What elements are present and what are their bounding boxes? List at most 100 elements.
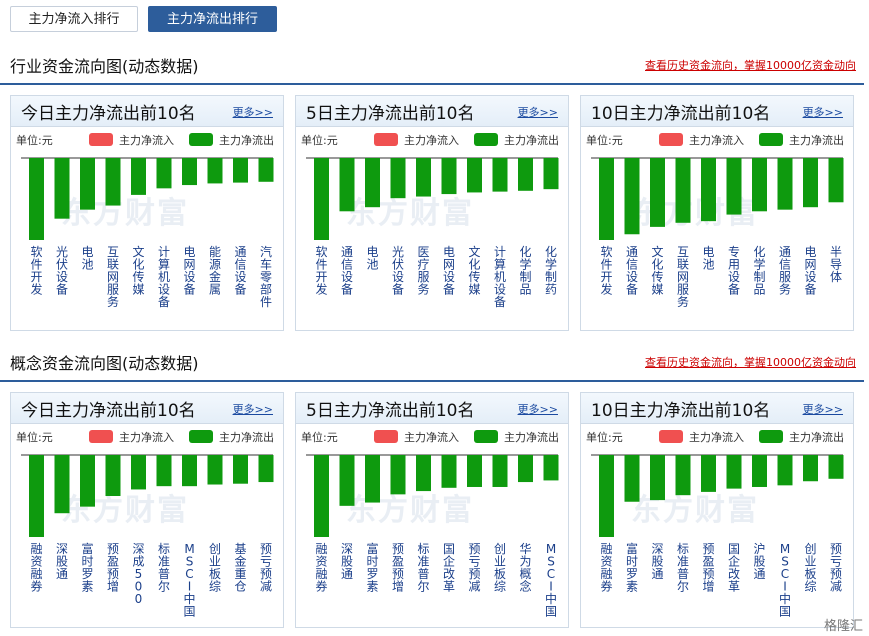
outflow-bar[interactable] [624, 455, 640, 502]
outflow-bar[interactable] [726, 455, 742, 489]
flow-panel: 5日主力净流出前10名 更多>> 单位:元 主力净流入 主力净流出 东方财富 软件开发 通信设… [295, 95, 569, 331]
outflow-bar[interactable] [207, 158, 223, 184]
outflow-bar[interactable] [599, 455, 614, 537]
outflow-bar[interactable] [207, 455, 223, 485]
outflow-bar[interactable] [441, 158, 457, 195]
panel-header: 10日主力净流出前10名 更多>> [581, 96, 853, 127]
outflow-bar[interactable] [467, 455, 482, 487]
outflow-bar[interactable] [492, 455, 508, 487]
outflow-legend-label: 主力净流出 [504, 431, 559, 444]
outflow-bar[interactable] [182, 455, 197, 487]
outflow-bar[interactable] [441, 455, 457, 488]
outflow-bar[interactable] [650, 455, 665, 501]
outflow-bar[interactable] [131, 455, 146, 490]
outflow-bar[interactable] [365, 455, 380, 503]
outflow-bar[interactable] [233, 158, 248, 183]
outflow-bar[interactable] [726, 158, 742, 215]
outflow-bar[interactable] [258, 455, 274, 483]
outflow-bar[interactable] [54, 455, 70, 514]
outflow-bar[interactable] [624, 158, 640, 235]
more-link[interactable]: 更多>> [232, 106, 273, 119]
outflow-legend-label: 主力净流出 [789, 431, 844, 444]
outflow-bar[interactable] [492, 158, 508, 192]
outflow-bar[interactable] [543, 455, 559, 481]
category-label: 预盈预增 [392, 542, 404, 594]
history-flow-link[interactable]: 查看历史资金流向，掌握10000亿资金动向 [645, 356, 856, 369]
tab-outflow-ranking[interactable]: 主力净流出排行 [148, 6, 277, 32]
outflow-bar[interactable] [105, 455, 121, 496]
outflow-bar[interactable] [416, 158, 431, 197]
outflow-swatch [189, 133, 213, 146]
outflow-bar[interactable] [777, 158, 793, 210]
outflow-bar[interactable] [701, 455, 716, 492]
outflow-bar[interactable] [701, 158, 716, 222]
category-label: 计算机设备 [158, 245, 170, 309]
outflow-bar[interactable] [543, 158, 559, 190]
history-flow-link[interactable]: 查看历史资金流向，掌握10000亿资金动向 [645, 59, 856, 72]
panel-title: 10日主力净流出前10名 [591, 104, 771, 124]
category-label: 深股通 [651, 542, 663, 581]
outflow-bar[interactable] [828, 158, 844, 203]
outflow-bar[interactable] [416, 455, 431, 492]
unit-label: 单位:元 [16, 134, 53, 147]
outflow-bar[interactable] [233, 455, 248, 484]
category-label: 化学制药 [545, 245, 557, 297]
outflow-bar[interactable] [518, 455, 533, 483]
category-label: 预亏预减 [260, 542, 272, 594]
outflow-bar[interactable] [803, 455, 818, 482]
outflow-bar[interactable] [752, 158, 767, 212]
category-label: 汽车零部件 [260, 244, 272, 309]
more-link[interactable]: 更多>> [802, 403, 843, 416]
outflow-bar[interactable] [777, 455, 793, 486]
outflow-bar[interactable] [156, 455, 172, 487]
outflow-bar-chart: 融资融券 深股通 富时罗素 预盈预增 深成 5 0 0 标准普尔 M S C I 中国 创业板综 基金重仓 预亏… [21, 454, 274, 619]
outflow-bar[interactable] [365, 158, 380, 208]
more-link[interactable]: 更多>> [517, 403, 558, 416]
outflow-bar[interactable] [675, 158, 691, 223]
outflow-bar[interactable] [752, 455, 767, 487]
outflow-bar[interactable] [131, 158, 146, 195]
category-label: 华为概念 [519, 542, 531, 594]
unit-label: 单位:元 [16, 431, 53, 444]
inflow-legend-label: 主力净流入 [404, 134, 459, 147]
outflow-bar[interactable] [467, 158, 482, 193]
more-link[interactable]: 更多>> [232, 403, 273, 416]
outflow-bar[interactable] [314, 158, 329, 240]
category-label: 通信服务 [779, 245, 791, 297]
category-label: 电网设备 [183, 245, 195, 297]
outflow-bar[interactable] [80, 158, 95, 210]
outflow-bar[interactable] [390, 158, 406, 199]
category-label: 富时罗素 [366, 541, 378, 594]
outflow-bar[interactable] [390, 455, 406, 495]
category-label: 化学制品 [519, 245, 531, 297]
outflow-bar[interactable] [105, 158, 121, 206]
section-divider [0, 83, 864, 85]
inflow-swatch [659, 133, 683, 146]
outflow-bar[interactable] [54, 158, 70, 219]
outflow-bar[interactable] [650, 158, 665, 227]
outflow-bar[interactable] [828, 455, 844, 479]
panel-title: 今日主力净流出前10名 [21, 104, 196, 124]
panel-header: 5日主力净流出前10名 更多>> [296, 96, 568, 127]
outflow-bar[interactable] [339, 455, 355, 506]
more-link[interactable]: 更多>> [802, 106, 843, 119]
category-label: 基金重仓 [234, 542, 246, 594]
outflow-bar[interactable] [29, 455, 44, 537]
more-link[interactable]: 更多>> [517, 106, 558, 119]
outflow-bar[interactable] [258, 158, 274, 182]
tab-inflow-ranking[interactable]: 主力净流入排行 [10, 6, 138, 32]
unit-label: 单位:元 [586, 431, 623, 444]
panel-title: 5日主力净流出前10名 [306, 104, 475, 124]
outflow-bar[interactable] [182, 158, 197, 186]
outflow-bar[interactable] [80, 455, 95, 507]
outflow-bar[interactable] [803, 158, 818, 208]
outflow-bar[interactable] [339, 158, 355, 212]
outflow-bar[interactable] [156, 158, 172, 189]
category-label: M S C I 中国 [545, 542, 557, 619]
outflow-bar[interactable] [314, 455, 329, 537]
outflow-bar[interactable] [599, 158, 614, 240]
outflow-bar[interactable] [29, 158, 44, 240]
category-label: 文化传媒 [651, 244, 663, 297]
outflow-bar[interactable] [518, 158, 533, 191]
outflow-bar[interactable] [675, 455, 691, 496]
